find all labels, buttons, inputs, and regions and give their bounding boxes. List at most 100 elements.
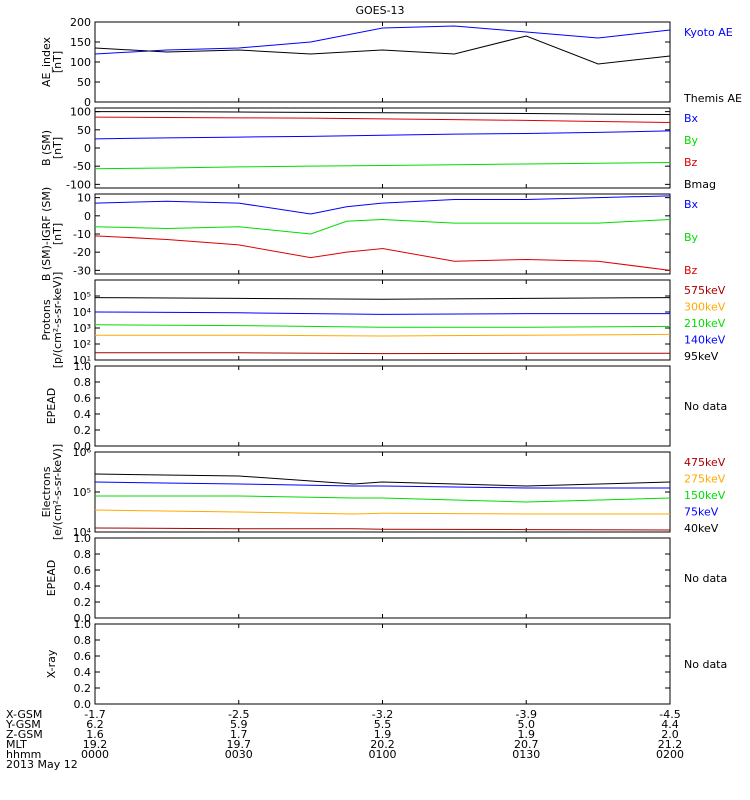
panel-bigrf: -30 -20 -10 0 10 B (SM)-IGRF (SM)[nT] Bx By Bz [40, 187, 699, 281]
panel-epead1: 0.0 0.2 0.4 0.6 0.8 1.0 EPEAD No data [45, 360, 727, 453]
y-tick-label: 0.8 [74, 634, 92, 647]
x-axis-value: 21.2 [658, 738, 683, 751]
legend-entry: 40keV [684, 522, 719, 535]
x-axis-row-label: MLT [6, 738, 27, 751]
series-line-210keV [94, 324, 671, 328]
series-line-Bx [94, 130, 671, 140]
legend-entry: By [684, 134, 699, 147]
legend-entry: 140keV [684, 334, 726, 347]
panel-electrons: 10⁴ 10⁵ 10⁶ Electrons[e/(cm²-s-sr-keV)] 475k… [40, 444, 726, 540]
date-label: 2013 May 12 [6, 758, 78, 771]
panel-ae: 0 50 100 150 200 AE_index[nT] Kyoto AE Themis A… [40, 16, 742, 109]
x-axis-value: 5.9 [230, 718, 248, 731]
y-tick-label: 100 [70, 106, 91, 119]
y-tick-label: 0.0 [74, 612, 92, 625]
series-line-Kyoto AE [94, 25, 671, 55]
y-tick-label: 1.0 [74, 618, 92, 631]
series-line-75keV [94, 481, 670, 489]
panel-frame [94, 365, 671, 447]
y-axis-label: AE_index[nT] [40, 36, 64, 87]
y-tick-label: 10⁴ [73, 526, 92, 539]
no-data-note: No data [684, 400, 727, 413]
series-line-475keV [94, 527, 671, 531]
y-tick-label: 0.6 [74, 392, 92, 405]
panel-frame [94, 21, 671, 103]
x-axis-value: 5.0 [518, 718, 536, 731]
y-tick-label: 10² [73, 338, 91, 351]
no-data-note: No data [684, 658, 727, 671]
legend-entry: Bx [684, 198, 699, 211]
x-axis-value: 1.9 [518, 728, 536, 741]
y-tick-label: -20 [73, 246, 91, 259]
y-tick-label: 10⁵ [73, 290, 91, 303]
series-line-Bz [94, 235, 671, 271]
y-tick-label: 1.0 [74, 360, 92, 373]
legend-entry: 300keV [684, 301, 726, 314]
x-axis-value: 1.9 [374, 728, 392, 741]
panel-epead2: 0.0 0.2 0.4 0.6 0.8 1.0 EPEAD No data [45, 532, 727, 625]
legend-entry: Bmag [684, 178, 716, 191]
y-tick-label: 0.6 [74, 564, 92, 577]
panel-frame [94, 451, 671, 533]
y-axis-label: X-ray [45, 649, 58, 678]
y-tick-label: 100 [70, 56, 91, 69]
series-line-40keV [94, 473, 671, 487]
x-axis-value: 1.6 [86, 728, 104, 741]
y-tick-label: 200 [70, 16, 91, 29]
x-axis-value: 20.7 [514, 738, 539, 751]
legend-entry: Bx [684, 112, 699, 125]
y-tick-label: 0.0 [74, 698, 92, 711]
series-line-275keV [94, 509, 670, 515]
y-tick-label: -100 [66, 178, 91, 191]
panel-xray: 0.0 0.2 0.4 0.6 0.8 1.0 X-ray No data [45, 618, 727, 711]
no-data-note: No data [684, 572, 727, 585]
y-tick-label: 0 [84, 96, 91, 109]
panel-protons: 10¹ 10² 10³ 10⁴ 10⁵ Protons[p/(cm²-s-sr-keV)]… [40, 272, 726, 369]
legend-entry: 575keV [684, 284, 726, 297]
y-tick-label: -30 [73, 264, 91, 277]
panel-frame [94, 193, 671, 275]
legend-entry: Kyoto AE [684, 26, 733, 39]
legend-entry: Bz [684, 264, 698, 277]
y-axis-label: EPEAD [45, 388, 58, 425]
y-tick-label: 50 [77, 124, 91, 137]
x-axis-value: 2.0 [661, 728, 679, 741]
x-axis-row-label: X-GSM [6, 708, 42, 721]
x-axis-value: -3.2 [372, 708, 393, 721]
y-axis-label: Protons[p/(cm²-s-sr-keV)] [40, 272, 64, 369]
series-line-By [94, 162, 671, 170]
x-axis-value: 1.7 [230, 728, 248, 741]
panel-frame [94, 537, 671, 619]
panel-frame [94, 623, 671, 705]
y-tick-label: 0.2 [74, 424, 92, 437]
series-line-Bx [94, 195, 671, 215]
x-axis-row-label: hhmm [6, 748, 41, 761]
x-axis-value: -2.5 [228, 708, 249, 721]
y-axis-label: EPEAD [45, 560, 58, 597]
legend-entry: 210keV [684, 317, 726, 330]
y-tick-label: 0.4 [74, 580, 92, 593]
y-tick-label: 0 [84, 142, 91, 155]
legend-entry: 95keV [684, 350, 719, 363]
x-axis-value: 19.2 [83, 738, 108, 751]
y-tick-label: 0.6 [74, 650, 92, 663]
y-tick-label: 150 [70, 36, 91, 49]
x-axis-value: 0000 [81, 748, 109, 761]
y-axis-label: Electrons[e/(cm²-s-sr-keV)] [40, 444, 64, 540]
legend-entry: 75keV [684, 506, 719, 519]
y-tick-label: 0.0 [74, 440, 92, 453]
series-line-140keV [94, 311, 670, 315]
y-tick-label: 10¹ [73, 354, 91, 367]
legend-entry: 275keV [684, 473, 726, 486]
x-axis-value: 4.4 [661, 718, 679, 731]
y-tick-label: 0.2 [74, 682, 92, 695]
series-line-Themis AE [94, 35, 671, 65]
y-tick-label: -50 [73, 160, 91, 173]
x-axis-value: 5.5 [374, 718, 392, 731]
y-tick-label: 10⁵ [73, 486, 91, 499]
series-line-By [94, 218, 671, 235]
x-axis-value: 19.7 [227, 738, 252, 751]
y-tick-label: -10 [73, 228, 91, 241]
y-tick-label: 0.8 [74, 376, 92, 389]
